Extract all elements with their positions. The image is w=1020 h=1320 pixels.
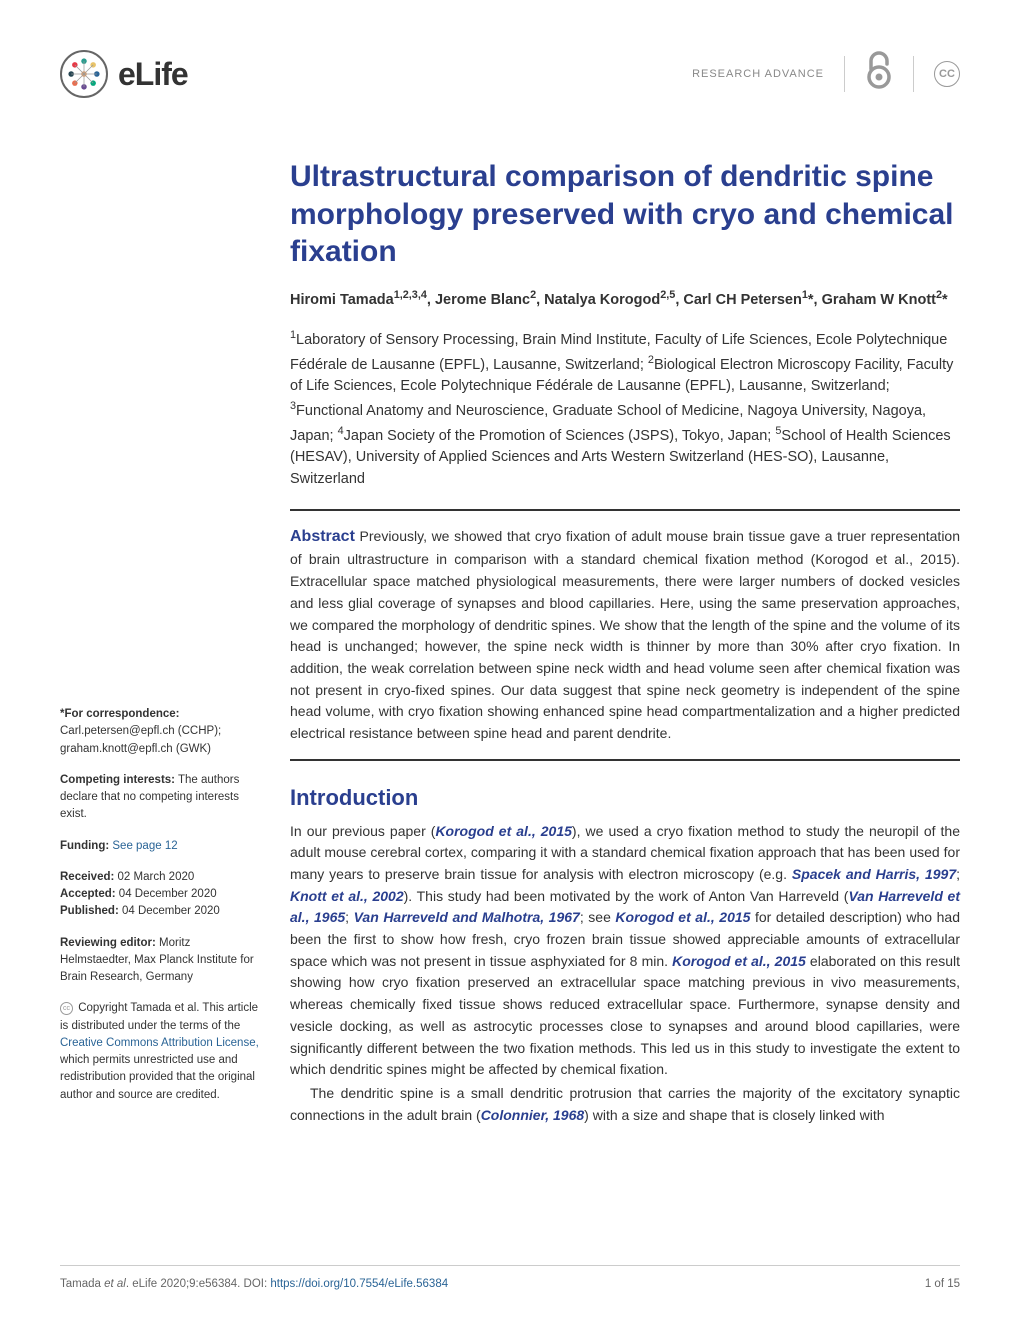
doi-link[interactable]: https://doi.org/10.7554/eLife.56384	[270, 1278, 448, 1290]
citation-link[interactable]: Colonnier, 1968	[481, 1107, 584, 1123]
journal-name: eLife	[118, 56, 188, 93]
intro-text: ; see	[580, 909, 616, 925]
citation-link[interactable]: Knott et al., 2002	[290, 888, 404, 904]
introduction-heading: Introduction	[290, 785, 960, 811]
divider	[913, 56, 914, 92]
copyright-text-2: which permits unrestricted use and redis…	[60, 1054, 255, 1101]
cc-inline-icon: cc	[60, 1002, 73, 1015]
dates-block: Received: 02 March 2020 Accepted: 04 Dec…	[60, 869, 260, 921]
competing-label: Competing interests:	[60, 774, 175, 786]
received-date: 02 March 2020	[114, 871, 194, 883]
divider	[290, 509, 960, 511]
header-right: RESEARCH ADVANCE CC	[692, 51, 960, 98]
intro-text: ) with a size and shape that is closely …	[584, 1107, 884, 1123]
correspondence-label: *For correspondence:	[60, 708, 180, 720]
published-date: 04 December 2020	[119, 905, 220, 917]
article-type: RESEARCH ADVANCE	[692, 68, 824, 80]
accepted-date: 04 December 2020	[116, 888, 217, 900]
competing-interests-block: Competing interests: The authors declare…	[60, 772, 260, 824]
published-label: Published:	[60, 905, 119, 917]
reviewing-label: Reviewing editor:	[60, 937, 159, 949]
page-footer: Tamada et al. eLife 2020;9:e56384. DOI: …	[60, 1265, 960, 1290]
open-access-icon	[865, 51, 893, 98]
abstract-text: Previously, we showed that cryo fixation…	[290, 528, 960, 741]
intro-text: ;	[345, 909, 353, 925]
correspondence-block: *For correspondence: Carl.petersen@epfl.…	[60, 706, 260, 758]
copyright-text-1: Copyright Tamada et al. This article is …	[60, 1002, 258, 1031]
journal-logo: eLife	[60, 50, 188, 98]
footer-citation: Tamada et al. eLife 2020;9:e56384. DOI: …	[60, 1278, 448, 1290]
page-header: eLife RESEARCH ADVANCE CC	[60, 50, 960, 118]
funding-link[interactable]: See page 12	[109, 840, 177, 852]
divider	[290, 759, 960, 761]
intro-text: In our previous paper (	[290, 823, 435, 839]
correspondence-email-2: graham.knott@epfl.ch (GWK)	[60, 743, 211, 755]
page-number: 1 of 15	[925, 1278, 960, 1290]
copyright-block: cc Copyright Tamada et al. This article …	[60, 1000, 260, 1104]
citation-link[interactable]: Korogod et al., 2015	[615, 909, 750, 925]
article-title: Ultrastructural comparison of dendritic …	[290, 158, 960, 271]
accepted-label: Accepted:	[60, 888, 116, 900]
citation-link[interactable]: Van Harreveld and Malhotra, 1967	[354, 909, 580, 925]
reviewing-editor-block: Reviewing editor: Moritz Helmstaedter, M…	[60, 935, 260, 987]
citation-link[interactable]: Korogod et al., 2015	[672, 953, 806, 969]
divider	[844, 56, 845, 92]
funding-label: Funding:	[60, 840, 109, 852]
abstract: Abstract Previously, we showed that cryo…	[290, 525, 960, 745]
content-area: *For correspondence: Carl.petersen@epfl.…	[60, 158, 960, 1128]
citation-link[interactable]: Spacek and Harris, 1997	[792, 866, 956, 882]
intro-text: ;	[956, 866, 960, 882]
abstract-label: Abstract	[290, 528, 355, 545]
funding-block: Funding: See page 12	[60, 838, 260, 855]
sidebar: *For correspondence: Carl.petersen@epfl.…	[60, 158, 260, 1128]
authors-list: Hiromi Tamada1,2,3,4, Jerome Blanc2, Nat…	[290, 287, 960, 312]
correspondence-email-1: Carl.petersen@epfl.ch (CCHP);	[60, 725, 221, 737]
elife-logo-icon	[60, 50, 108, 98]
intro-text: elaborated on this result showing how cr…	[290, 953, 960, 1077]
intro-text: ). This study had been motivated by the …	[404, 888, 849, 904]
citation-link[interactable]: Korogod et al., 2015	[435, 823, 571, 839]
affiliations-list: 1Laboratory of Sensory Processing, Brain…	[290, 327, 960, 491]
main-content: Ultrastructural comparison of dendritic …	[290, 158, 960, 1128]
cc-license-link[interactable]: Creative Commons Attribution License,	[60, 1037, 259, 1049]
cc-license-icon: CC	[934, 61, 960, 87]
received-label: Received:	[60, 871, 114, 883]
introduction-body: In our previous paper (Korogod et al., 2…	[290, 821, 960, 1127]
